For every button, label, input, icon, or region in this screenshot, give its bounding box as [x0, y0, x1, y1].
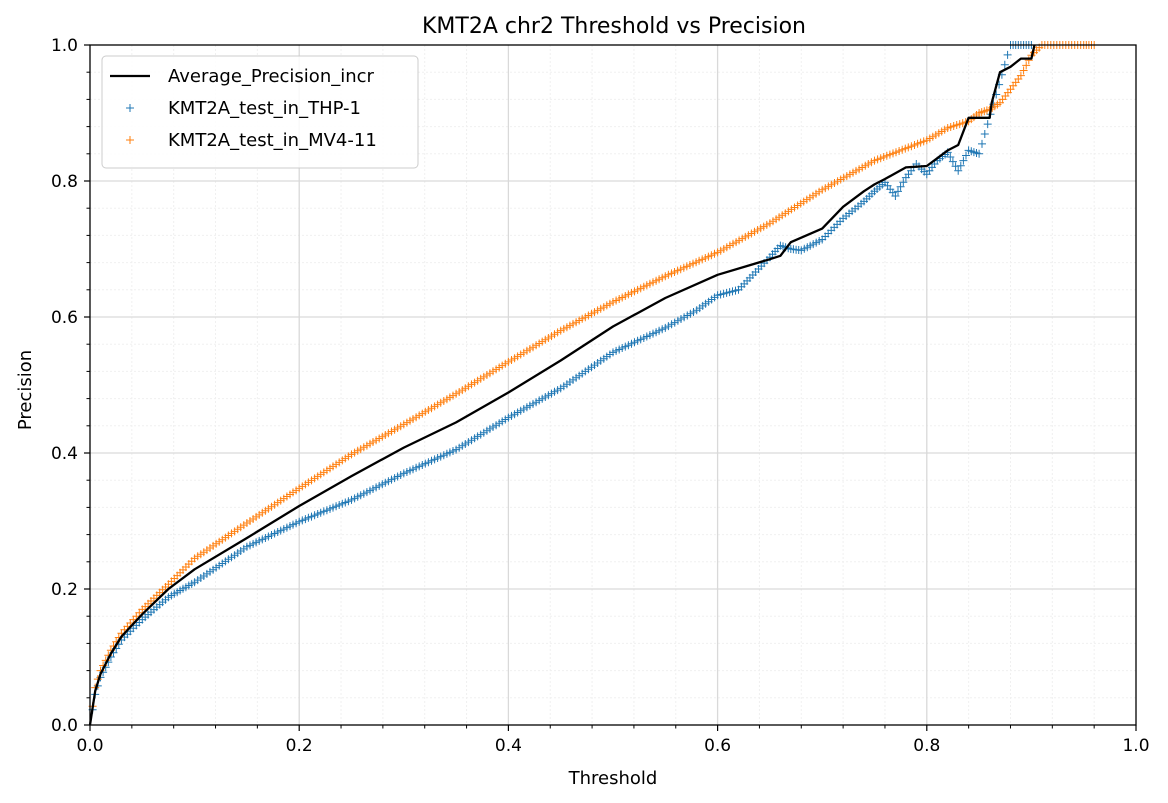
y-tick-label: 0.6 — [51, 308, 78, 328]
data-point — [680, 313, 689, 322]
legend-item: KMT2A_test_in_MV4-11 — [126, 130, 377, 151]
x-tick-label: 0.6 — [704, 736, 731, 756]
x-tick-label: 0.4 — [495, 736, 522, 756]
y-tick-label: 0.2 — [51, 580, 78, 600]
legend-marker-swatch — [126, 104, 134, 112]
data-point — [946, 153, 955, 161]
chart-title: KMT2A chr2 Threshold vs Precision — [422, 14, 806, 39]
legend-item: Average_Precision_incr — [110, 66, 375, 87]
series-layer — [86, 41, 1099, 729]
data-point — [975, 149, 984, 158]
data-point — [670, 318, 679, 327]
data-point — [962, 151, 970, 160]
data-point — [664, 322, 673, 331]
data-point — [959, 156, 968, 165]
data-point — [954, 166, 963, 175]
data-point — [1019, 66, 1028, 75]
data-point — [983, 120, 992, 129]
data-point — [1003, 50, 1012, 59]
x-tick-label: 0.2 — [286, 736, 313, 756]
legend-label: Average_Precision_incr — [168, 66, 375, 87]
y-tick-label: 0.8 — [51, 172, 78, 192]
y-tick-label: 0.4 — [51, 444, 78, 464]
legend-box — [101, 55, 419, 169]
series-kmt2a-test-in-thp-1 — [86, 41, 1036, 729]
legend-label: KMT2A_test_in_MV4-11 — [168, 130, 377, 151]
legend-label: KMT2A_test_in_THP-1 — [168, 98, 361, 119]
legend-marker-swatch — [126, 136, 134, 144]
plot-frame — [89, 44, 1137, 726]
data-point — [1016, 71, 1025, 80]
data-point — [948, 157, 957, 166]
data-point — [1000, 60, 1009, 69]
data-point — [891, 192, 900, 200]
legend-item: KMT2A_test_in_THP-1 — [126, 98, 361, 119]
y-tick-label: 0.0 — [51, 716, 78, 736]
x-axis-title: Threshold — [568, 768, 658, 789]
legend: Average_Precision_incr KMT2A_test_in_THP-… — [101, 55, 419, 169]
x-tick-label: 0.0 — [76, 736, 103, 756]
data-point — [894, 187, 902, 196]
series-average-precision-incr — [88, 44, 1036, 726]
data-point — [980, 130, 989, 138]
y-tick-label: 1.0 — [51, 36, 78, 56]
data-point — [956, 161, 965, 170]
series-line — [88, 44, 1036, 726]
data-point — [896, 182, 905, 191]
x-tick-label: 0.8 — [913, 736, 940, 756]
x-tick-label: 1.0 — [1122, 736, 1149, 756]
data-point — [899, 178, 908, 187]
y-axis-title: Precision — [15, 350, 36, 430]
ticks-layer: 0.0 0.2 0.4 0.6 0.8 1.0 0.0 0.2 0.4 0.6 0.8 1.0 — [51, 36, 1150, 756]
data-point — [1022, 61, 1031, 70]
data-point — [978, 139, 986, 148]
data-point — [689, 308, 698, 316]
